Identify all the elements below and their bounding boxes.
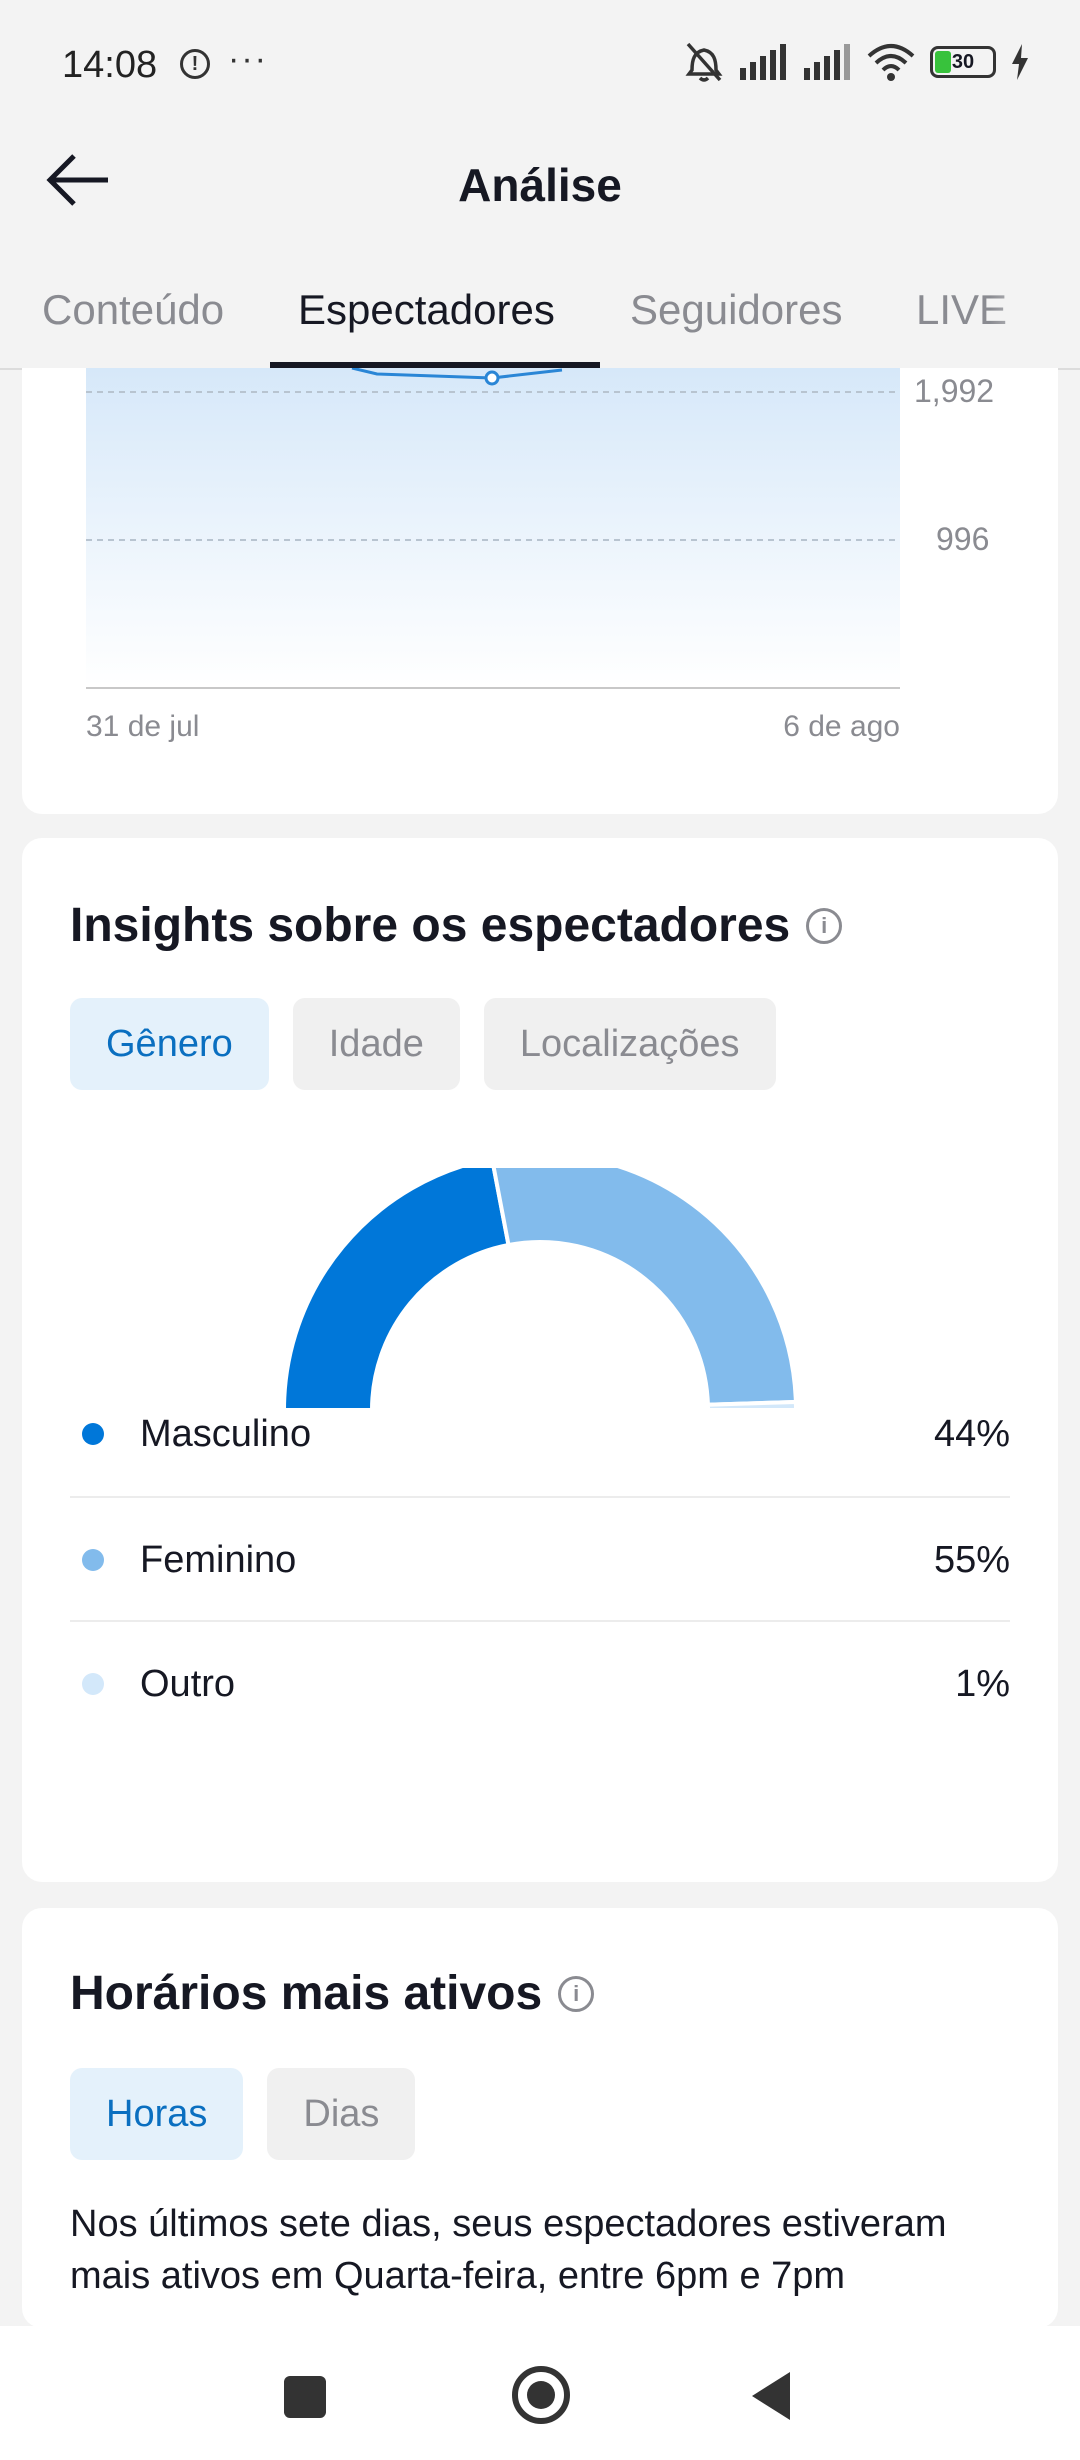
legend-value: 1% xyxy=(955,1662,1010,1705)
signal-icon xyxy=(740,44,786,80)
viewer-insights-card: Insights sobre os espectadores i Gênero … xyxy=(22,838,1058,1882)
battery-icon: 30 xyxy=(930,46,996,78)
legend-label: Outro xyxy=(140,1662,236,1705)
charging-icon xyxy=(1012,44,1028,80)
legend-item-feminino: Feminino 55% xyxy=(70,1498,1010,1622)
insights-title-row: Insights sobre os espectadores i xyxy=(70,898,843,953)
tab-espectadores[interactable]: Espectadores xyxy=(298,286,555,333)
page-title: Análise xyxy=(458,159,622,211)
status-bar: 14:08 ! ··· 30 xyxy=(0,0,1080,120)
tab-seguidores[interactable]: Seguidores xyxy=(630,286,843,333)
active-times-title-row: Horários mais ativos i xyxy=(70,1966,595,2021)
views-chart-card: 1,992 996 31 de jul 6 de ago xyxy=(22,366,1058,814)
info-icon[interactable]: i xyxy=(558,1975,595,2012)
donut-slice-outro xyxy=(705,1399,799,1412)
recents-icon[interactable] xyxy=(284,2376,326,2418)
signal-icon xyxy=(804,44,850,80)
legend-label: Feminino xyxy=(140,1538,297,1581)
info-icon[interactable]: i xyxy=(806,907,843,944)
legend-dot xyxy=(82,1549,104,1571)
system-nav-bar xyxy=(0,2326,1080,2460)
legend-item-outro: Outro 1% xyxy=(70,1622,1010,1746)
header: Análise xyxy=(0,120,1080,240)
chip-dias[interactable]: Dias xyxy=(267,2068,416,2160)
active-tab-indicator xyxy=(270,362,600,368)
x-tick-label: 31 de jul xyxy=(86,710,199,743)
chip-genero[interactable]: Gênero xyxy=(70,998,269,1090)
legend-item-masculino: Masculino 44% xyxy=(70,1372,1010,1496)
legend-value: 55% xyxy=(933,1538,1010,1581)
series-line xyxy=(351,366,563,380)
donut-slice-feminino xyxy=(491,1168,798,1407)
legend-label: Masculino xyxy=(140,1412,312,1455)
section-title: Horários mais ativos xyxy=(70,1967,543,2020)
tab-bar: Conteúdo Espectadores Seguidores LIVE xyxy=(0,250,1080,370)
chip-horas[interactable]: Horas xyxy=(70,2068,244,2160)
active-times-description: Nos últimos sete dias, seus espectadores… xyxy=(70,2203,947,2297)
back-arrow-icon[interactable] xyxy=(44,150,114,210)
gender-half-donut-chart xyxy=(281,1168,799,1412)
section-title: Insights sobre os espectadores xyxy=(70,899,791,952)
alert-icon: ! xyxy=(180,49,210,79)
donut-slice-masculino xyxy=(281,1168,511,1412)
data-point xyxy=(484,370,500,386)
chip-localizacoes[interactable]: Localizações xyxy=(483,998,776,1090)
muted-bell-icon xyxy=(685,42,723,82)
chip-idade[interactable]: Idade xyxy=(292,998,460,1090)
more-notifications-icon: ··· xyxy=(228,40,268,78)
legend-value: 44% xyxy=(933,1412,1010,1455)
y-tick-label: 1,992 xyxy=(914,373,994,409)
insights-filter-chips: Gênero Idade Localizações xyxy=(70,998,776,1090)
battery-level: 30 xyxy=(951,51,975,73)
back-icon[interactable] xyxy=(752,2372,790,2420)
x-tick-label: 6 de ago xyxy=(783,710,900,743)
home-icon[interactable] xyxy=(512,2366,570,2424)
chart-area xyxy=(86,368,900,686)
views-line-chart: 1,992 996 31 de jul 6 de ago xyxy=(86,366,994,743)
active-times-card: Horários mais ativos i Horas Dias Nos úl… xyxy=(22,1908,1058,2328)
status-icons: 30 xyxy=(684,40,1030,84)
wifi-icon xyxy=(867,44,915,81)
status-time: 14:08 xyxy=(62,44,158,86)
tab-conteudo[interactable]: Conteúdo xyxy=(42,286,225,333)
y-tick-label: 996 xyxy=(936,521,989,557)
legend-dot xyxy=(82,1673,104,1695)
active-times-filter-chips: Horas Dias xyxy=(70,2068,416,2160)
legend-dot xyxy=(82,1423,104,1445)
